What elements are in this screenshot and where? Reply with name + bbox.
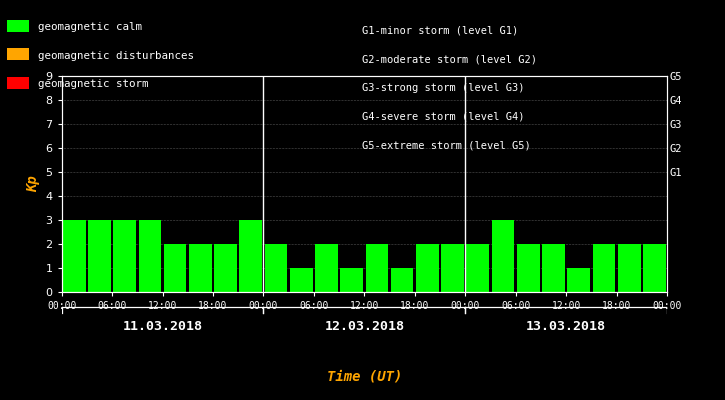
Text: geomagnetic disturbances: geomagnetic disturbances: [38, 51, 194, 61]
Text: G2-moderate storm (level G2): G2-moderate storm (level G2): [362, 54, 537, 64]
Bar: [643, 244, 666, 292]
Text: Time (UT): Time (UT): [327, 369, 402, 383]
Bar: [416, 244, 439, 292]
Y-axis label: Kp: Kp: [26, 176, 40, 192]
Bar: [164, 244, 186, 292]
Bar: [265, 244, 287, 292]
Text: 13.03.2018: 13.03.2018: [526, 320, 606, 332]
Bar: [340, 268, 363, 292]
Text: geomagnetic calm: geomagnetic calm: [38, 22, 141, 32]
Bar: [517, 244, 539, 292]
Bar: [568, 268, 590, 292]
Text: G3-strong storm (level G3): G3-strong storm (level G3): [362, 83, 525, 93]
Bar: [315, 244, 338, 292]
Bar: [214, 244, 237, 292]
Bar: [239, 220, 262, 292]
Text: G4-severe storm (level G4): G4-severe storm (level G4): [362, 112, 525, 122]
Bar: [466, 244, 489, 292]
Bar: [542, 244, 565, 292]
Bar: [290, 268, 312, 292]
Text: 12.03.2018: 12.03.2018: [324, 320, 405, 332]
Bar: [442, 244, 464, 292]
Text: geomagnetic storm: geomagnetic storm: [38, 79, 148, 89]
Bar: [63, 220, 86, 292]
Bar: [618, 244, 640, 292]
Text: G5-extreme storm (level G5): G5-extreme storm (level G5): [362, 141, 531, 151]
Bar: [492, 220, 515, 292]
Bar: [365, 244, 389, 292]
Bar: [88, 220, 111, 292]
Bar: [189, 244, 212, 292]
Bar: [592, 244, 616, 292]
Bar: [391, 268, 413, 292]
Bar: [138, 220, 161, 292]
Text: G1-minor storm (level G1): G1-minor storm (level G1): [362, 26, 519, 36]
Bar: [113, 220, 136, 292]
Text: 11.03.2018: 11.03.2018: [123, 320, 202, 332]
